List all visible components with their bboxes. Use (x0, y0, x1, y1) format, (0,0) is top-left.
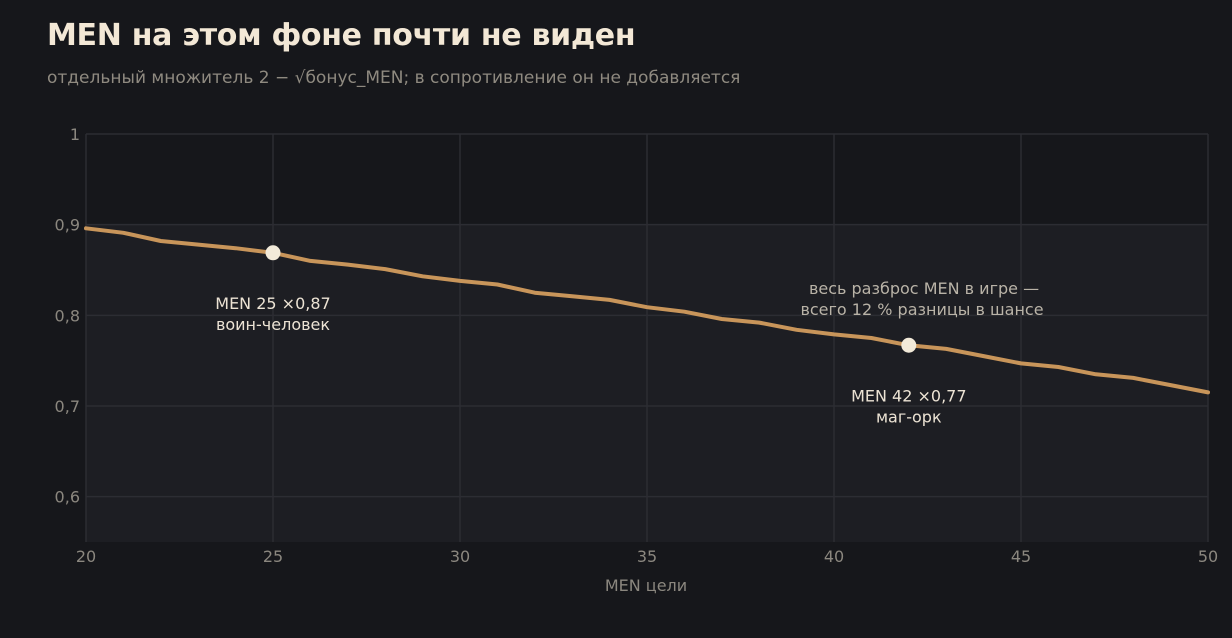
x-tick-label: 45 (1011, 547, 1031, 566)
highlight-sublabel: маг-орк (876, 407, 942, 426)
x-axis-title: MEN цели (605, 576, 687, 595)
chart-title: MEN на этом фоне почти не виден (47, 18, 636, 53)
chart-subtitle: отдельный множитель 2 − √бонус_MEN; в со… (47, 68, 741, 88)
highlight-label: MEN 42 ×0,77 (851, 386, 966, 405)
y-tick-label: 0,9 (55, 216, 80, 235)
highlight-point (265, 245, 281, 261)
x-tick-label: 50 (1198, 547, 1218, 566)
annotation-line-2: всего 12 % разницы в шансе (800, 300, 1043, 319)
y-tick-label: 0,7 (55, 397, 80, 416)
x-tick-label: 25 (263, 547, 283, 566)
y-tick-label: 0,8 (55, 306, 80, 325)
y-tick-label: 1 (70, 125, 80, 144)
x-tick-label: 20 (76, 547, 96, 566)
x-tick-label: 35 (637, 547, 657, 566)
x-tick-label: 30 (450, 547, 470, 566)
highlight-label: MEN 25 ×0,87 (215, 294, 330, 313)
highlight-point (901, 337, 917, 353)
annotation-line-1: весь разброс MEN в игре — (809, 279, 1039, 298)
y-tick-label: 0,6 (55, 488, 80, 507)
x-tick-label: 40 (824, 547, 844, 566)
highlight-sublabel: воин-человек (216, 315, 330, 334)
